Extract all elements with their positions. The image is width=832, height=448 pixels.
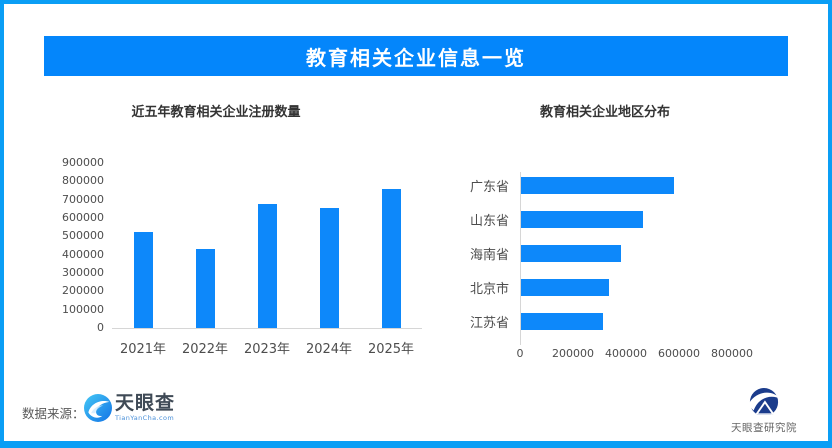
bar-2024年 [319, 207, 339, 328]
bar-slot [236, 163, 298, 328]
y-tick-label: 900000 [62, 156, 104, 169]
registrations-bars-area: 2021年 2022年 2023年 2024年 2025年 [112, 163, 422, 357]
regions-xticks: 0 200000 400000 600000 800000 [516, 347, 791, 361]
regions-chart-title: 教育相关企业地区分布 [539, 105, 670, 120]
bar-北京市 [520, 278, 609, 296]
region-row: 海南省 [451, 236, 791, 270]
x-category-label: 2022年 [181, 342, 229, 357]
region-row: 山东省 [451, 202, 791, 236]
x-tick-label: 400000 [605, 347, 647, 360]
y-tick-label: 200000 [62, 284, 104, 298]
registrations-chart-title: 近五年教育相关企业注册数量 [131, 105, 301, 120]
y-tick-label: 100000 [62, 302, 104, 316]
tianyancha-eagle-icon [84, 394, 112, 422]
x-category-label: 2025年 [367, 342, 415, 357]
registrations-chart: 近五年教育相关企业注册数量 0 100000 200000 300000 400000 5… [60, 104, 432, 357]
research-institute-logo: 天眼查研究院 [718, 388, 810, 435]
region-label: 海南省 [469, 247, 509, 263]
regions-plot: 广东省山东省海南省北京市江苏省 0 200000 400000 600000 80000… [451, 168, 791, 361]
x-category-label: 2023年 [243, 342, 291, 357]
y-tick-label: 500000 [62, 229, 104, 243]
bar-海南省 [520, 244, 621, 262]
region-label: 北京市 [469, 281, 509, 297]
region-row: 江苏省 [451, 304, 791, 338]
tianyancha-logo: 天眼查 TianYanCha.com [84, 394, 175, 422]
tianyancha-domain-text: TianYanCha.com [115, 414, 175, 423]
registrations-categories: 2021年 2022年 2023年 2024年 2025年 [112, 338, 422, 357]
page-title: 教育相关企业信息一览 [44, 36, 788, 76]
tianyancha-wordmark: 天眼查 [115, 392, 176, 415]
bar-江苏省 [520, 312, 604, 330]
registrations-bars [112, 163, 422, 329]
region-row: 北京市 [451, 270, 791, 304]
y-tick-label: 800000 [62, 174, 104, 188]
regions-axis-line [520, 172, 521, 345]
bar-track [520, 210, 791, 228]
research-institute-eagle-icon [748, 388, 781, 415]
bar-广东省 [520, 176, 674, 194]
y-tick-label: 400000 [62, 247, 104, 261]
y-tick-label: 300000 [62, 266, 104, 279]
bar-slot [360, 163, 422, 328]
region-row: 广东省 [451, 168, 791, 202]
research-institute-label: 天眼查研究院 [731, 422, 797, 434]
bar-track [520, 176, 791, 194]
bar-2023年 [257, 204, 277, 328]
bar-slot [112, 163, 174, 328]
region-label: 江苏省 [469, 315, 509, 331]
y-tick-label: 0 [97, 321, 104, 334]
region-label: 山东省 [469, 213, 509, 229]
registrations-yaxis: 0 100000 200000 300000 400000 500000 600000 700… [60, 157, 112, 334]
x-tick-label: 0 [516, 347, 524, 360]
bar-track [520, 312, 791, 330]
bar-track [520, 244, 791, 262]
data-source-label: 数据来源： [22, 406, 85, 421]
y-tick-label: 700000 [62, 192, 104, 206]
bar-track [520, 278, 791, 296]
regions-rows: 广东省山东省海南省北京市江苏省 [451, 168, 791, 338]
bar-2022年 [195, 249, 215, 328]
regions-chart: 教育相关企业地区分布 广东省山东省海南省北京市江苏省 0 200000 400000… [451, 104, 791, 361]
x-category-label: 2024年 [305, 342, 353, 357]
x-tick-label: 800000 [711, 347, 753, 360]
bar-slot [298, 163, 360, 328]
x-tick-label: 600000 [658, 347, 700, 360]
bar-2021年 [133, 231, 153, 328]
registrations-plot: 0 100000 200000 300000 400000 500000 600000 700… [60, 157, 432, 357]
bar-slot [174, 163, 236, 328]
x-category-label: 2021年 [119, 342, 167, 357]
bar-山东省 [520, 210, 644, 228]
y-tick-label: 600000 [62, 211, 104, 224]
region-label: 广东省 [469, 179, 509, 195]
x-tick-label: 200000 [552, 347, 594, 360]
bar-2025年 [381, 188, 401, 328]
